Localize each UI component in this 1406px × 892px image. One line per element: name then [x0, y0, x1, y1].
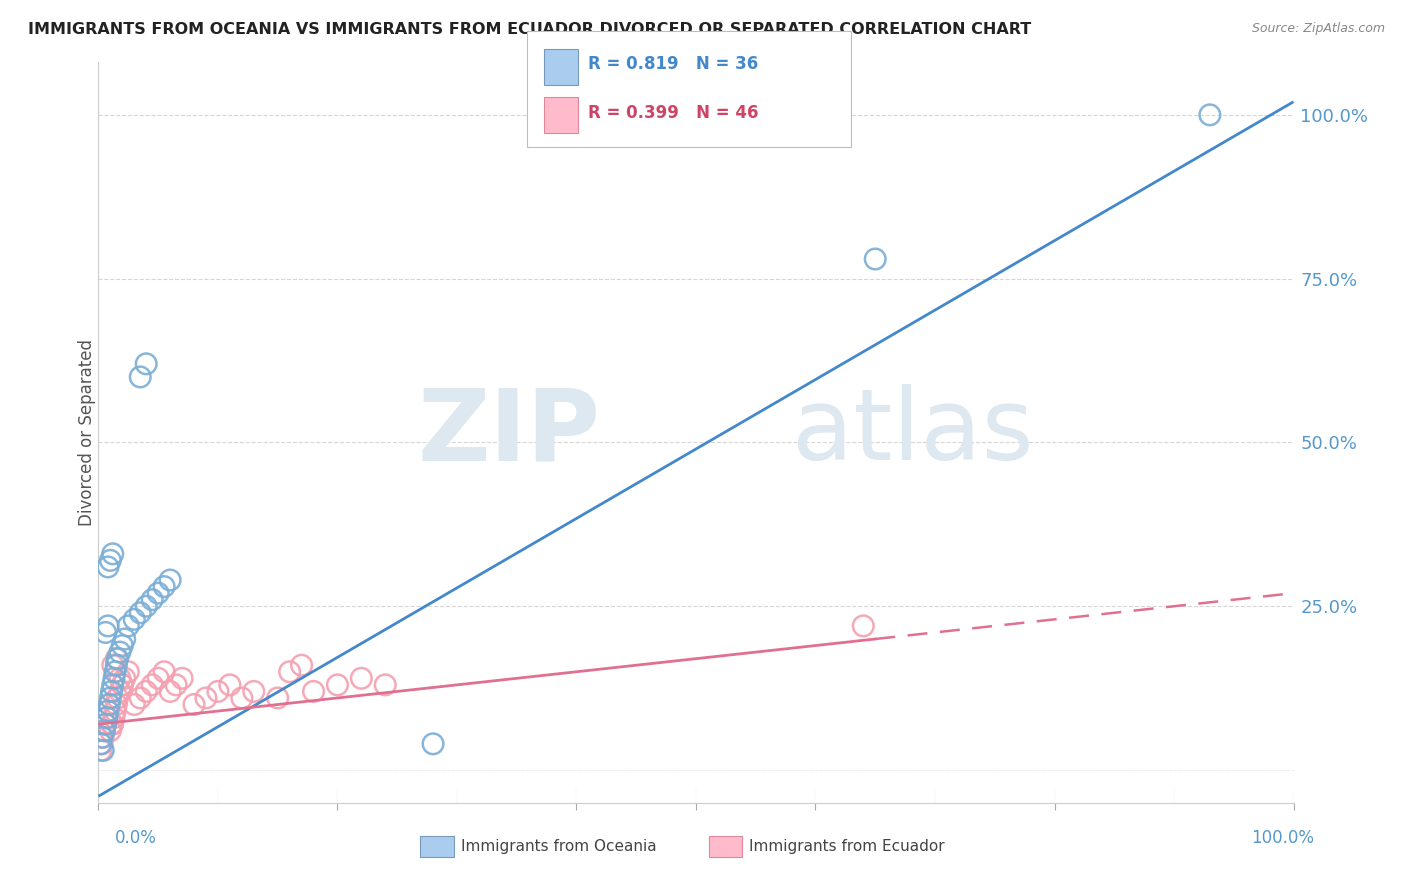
Text: 100.0%: 100.0%	[1251, 829, 1315, 847]
Text: R = 0.819   N = 36: R = 0.819 N = 36	[588, 54, 758, 72]
Point	[105, 698, 128, 712]
Point	[278, 665, 301, 679]
Point	[865, 252, 887, 266]
Point	[98, 690, 122, 705]
Point	[101, 658, 124, 673]
Point	[135, 684, 157, 698]
Point	[97, 619, 120, 633]
Point	[107, 651, 129, 665]
Point	[124, 612, 146, 626]
Point	[129, 370, 152, 384]
Text: Immigrants from Oceania: Immigrants from Oceania	[461, 839, 657, 854]
Point	[159, 684, 181, 698]
Point	[153, 580, 176, 594]
Point	[105, 651, 128, 665]
Point	[91, 731, 114, 745]
Point	[148, 586, 170, 600]
Y-axis label: Divorced or Separated: Divorced or Separated	[79, 339, 96, 526]
Point	[422, 737, 444, 751]
Point	[141, 678, 163, 692]
Point	[852, 619, 875, 633]
Point	[91, 743, 114, 757]
Point	[108, 684, 131, 698]
Point	[374, 678, 396, 692]
Point	[165, 678, 187, 692]
Point	[96, 711, 118, 725]
Point	[291, 658, 314, 673]
Text: ZIP: ZIP	[418, 384, 600, 481]
Text: 0.0%: 0.0%	[115, 829, 157, 847]
Point	[101, 678, 124, 692]
Point	[129, 690, 152, 705]
Point	[91, 731, 114, 745]
Point	[114, 632, 136, 646]
Point	[97, 704, 120, 718]
Point	[243, 684, 266, 698]
Point	[100, 717, 122, 731]
Point	[148, 671, 170, 685]
Point	[114, 671, 136, 685]
Point	[183, 698, 205, 712]
Point	[103, 711, 125, 725]
Point	[107, 690, 129, 705]
Point	[1199, 108, 1222, 122]
Point	[90, 737, 112, 751]
Text: Immigrants from Ecuador: Immigrants from Ecuador	[749, 839, 945, 854]
Point	[129, 606, 152, 620]
Point	[326, 678, 349, 692]
Point	[98, 698, 121, 712]
Point	[172, 671, 194, 685]
Point	[111, 639, 134, 653]
Point	[159, 573, 181, 587]
Point	[207, 684, 229, 698]
Point	[135, 357, 157, 371]
Point	[93, 723, 115, 738]
Point	[141, 592, 163, 607]
Point	[108, 671, 131, 685]
Point	[108, 645, 131, 659]
Point	[93, 723, 115, 738]
Text: atlas: atlas	[792, 384, 1033, 481]
Point	[231, 690, 253, 705]
Point	[117, 619, 139, 633]
Point	[97, 560, 120, 574]
Text: IMMIGRANTS FROM OCEANIA VS IMMIGRANTS FROM ECUADOR DIVORCED OR SEPARATED CORRELA: IMMIGRANTS FROM OCEANIA VS IMMIGRANTS FR…	[28, 22, 1032, 37]
Point	[100, 684, 122, 698]
Point	[111, 678, 134, 692]
Point	[111, 678, 134, 692]
Point	[219, 678, 242, 692]
Point	[104, 704, 127, 718]
Point	[94, 717, 117, 731]
Point	[91, 737, 114, 751]
Point	[97, 704, 120, 718]
Point	[98, 698, 121, 712]
Text: Source: ZipAtlas.com: Source: ZipAtlas.com	[1251, 22, 1385, 36]
Point	[98, 553, 122, 567]
Point	[267, 690, 290, 705]
Point	[90, 743, 112, 757]
Point	[117, 665, 139, 679]
Point	[302, 684, 325, 698]
Point	[135, 599, 157, 614]
Point	[101, 717, 124, 731]
Point	[104, 665, 127, 679]
Point	[94, 625, 117, 640]
Point	[103, 671, 125, 685]
Point	[96, 711, 118, 725]
Point	[94, 717, 117, 731]
Point	[153, 665, 176, 679]
Point	[101, 547, 124, 561]
Point	[124, 698, 146, 712]
Point	[105, 658, 128, 673]
Text: R = 0.399   N = 46: R = 0.399 N = 46	[588, 103, 758, 121]
Point	[98, 723, 122, 738]
Point	[350, 671, 373, 685]
Point	[195, 690, 218, 705]
